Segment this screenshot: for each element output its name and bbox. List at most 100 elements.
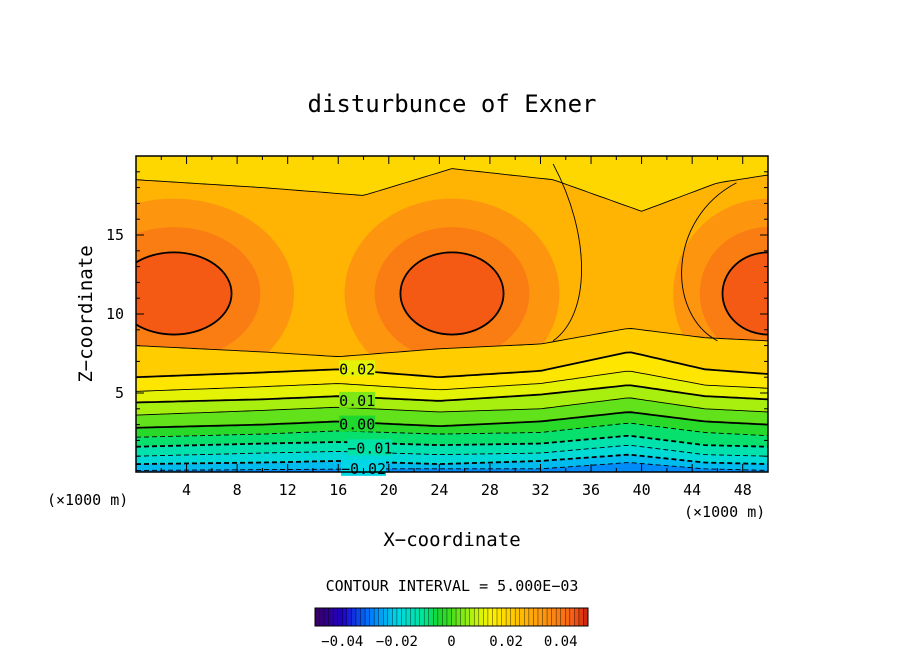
colorbar-band: [415, 608, 420, 626]
colorbar-band: [346, 608, 352, 626]
contour-label: 0.00: [339, 416, 375, 434]
plot-area: 0.020.010.00−0.01−0.02: [135, 155, 769, 478]
x-tick-labels: 4 8 12 16 20 24 28 32 36 40 44 48: [182, 481, 752, 499]
contour-line-0.01: [136, 384, 768, 404]
colorbar-band: [337, 608, 343, 626]
colorbar-band: [378, 608, 384, 626]
colorbar-band: [533, 608, 539, 626]
x-tick-label: 16: [329, 481, 347, 499]
colorbar-band: [492, 608, 498, 626]
contour-line--0.01: [136, 435, 768, 448]
y-tick-label: 15: [106, 226, 124, 244]
colorbar-band: [328, 608, 334, 626]
x-axis-label: X−coordinate: [383, 529, 520, 551]
contour-label-bg: [339, 391, 376, 408]
contour-label: −0.01: [347, 439, 392, 457]
colorbar-band: [383, 608, 389, 626]
colorbar-band: [324, 608, 329, 626]
contour-core-1: [399, 251, 505, 336]
colorbar-band: [433, 608, 439, 626]
colorbar-band: [406, 608, 411, 626]
contour-labels: 0.020.010.00−0.01−0.02: [339, 360, 392, 478]
contour-line-0: [136, 411, 768, 429]
colorbar-band: [551, 608, 557, 626]
colorbar-band: [501, 608, 507, 626]
colorbar-band: [360, 608, 366, 626]
colorbar-band: [374, 608, 379, 626]
colorbar-band: [401, 608, 407, 626]
x-tick-label: 32: [531, 481, 549, 499]
colorbar-tick-label: −0.02: [376, 634, 418, 650]
colorbar-band: [574, 608, 580, 626]
colorbar-band: [387, 608, 393, 626]
contour-line-0.03: [136, 168, 768, 212]
x-tick-label: 44: [683, 481, 701, 499]
colorbar-band: [319, 608, 325, 626]
x-tick-label: 20: [380, 481, 398, 499]
contour-label-bg: [339, 415, 376, 432]
x-tick-label: 40: [633, 481, 651, 499]
colorbar-tick-label: 0.02: [489, 634, 523, 650]
x-tick-label: 4: [182, 481, 191, 499]
x-tick-label: 48: [734, 481, 752, 499]
colorbar-band: [519, 608, 525, 626]
colorbar-band: [569, 608, 575, 626]
colorbar-band: [437, 608, 443, 626]
x-tick-label: 36: [582, 481, 600, 499]
colorbar-band: [419, 608, 425, 626]
colorbar-bands: [314, 608, 589, 626]
x-tick-label: 12: [279, 481, 297, 499]
contour-line-0.005: [136, 397, 768, 416]
colorbar-band: [428, 608, 434, 626]
colorbar-band: [565, 608, 571, 626]
colorbar-band: [510, 608, 516, 626]
colorbar-band: [474, 608, 480, 626]
y-tick-label: 5: [115, 384, 124, 402]
colorbar-band: [396, 608, 402, 626]
colorbar-band: [556, 608, 561, 626]
colorbar-tick-label: 0.04: [544, 634, 578, 650]
colorbar-band: [465, 608, 470, 626]
colorbar-band: [392, 608, 398, 626]
x-tick-label: 8: [233, 481, 242, 499]
colorbar-band: [442, 608, 448, 626]
colorbar-band: [351, 608, 357, 626]
contour-label: 0.01: [339, 392, 375, 410]
colorbar-band: [542, 608, 548, 626]
colorbar-band: [528, 608, 534, 626]
colorbar-band: [333, 608, 339, 626]
contour-line--0.02: [136, 453, 768, 465]
colorbar-tick-label: 0: [447, 634, 455, 650]
colorbar-band: [369, 608, 375, 626]
contour-line--0.025: [136, 462, 768, 471]
colorbar-band: [460, 608, 466, 626]
colorbar-band: [487, 608, 493, 626]
colorbar-tick-label: −0.04: [321, 634, 363, 650]
band--0.025: [136, 462, 768, 472]
colorbar-band: [515, 608, 521, 626]
contour-label: 0.02: [339, 360, 375, 378]
colorbar-band: [547, 608, 552, 626]
contour-line--0.015: [136, 444, 768, 457]
contour-lines: [136, 163, 768, 471]
colorbar-band: [583, 608, 589, 626]
contour-label-bg: [347, 439, 393, 456]
colorbar-band: [483, 608, 489, 626]
contour-line--0.005: [136, 422, 768, 438]
colorbar-band: [451, 608, 457, 626]
contour-interval-text: CONTOUR INTERVAL = 5.000E−03: [326, 577, 579, 595]
colorbar-band: [506, 608, 511, 626]
contour-line-0.03-left: [681, 182, 737, 342]
colorbar: −0.04 −0.02 0 0.02 0.04: [314, 607, 589, 650]
colorbar-band: [355, 608, 361, 626]
contour-line-0.03-right: [552, 163, 582, 342]
y-tick-label: 10: [106, 305, 124, 323]
contour-core-0: [136, 251, 233, 336]
colorbar-frame: [314, 607, 589, 627]
axis-ticks: [136, 156, 768, 472]
y-tick-labels: 5 10 15: [106, 226, 124, 402]
colorbar-band: [410, 608, 416, 626]
x-unit-right: (×1000 m): [684, 503, 765, 521]
colorbar-band: [456, 608, 461, 626]
